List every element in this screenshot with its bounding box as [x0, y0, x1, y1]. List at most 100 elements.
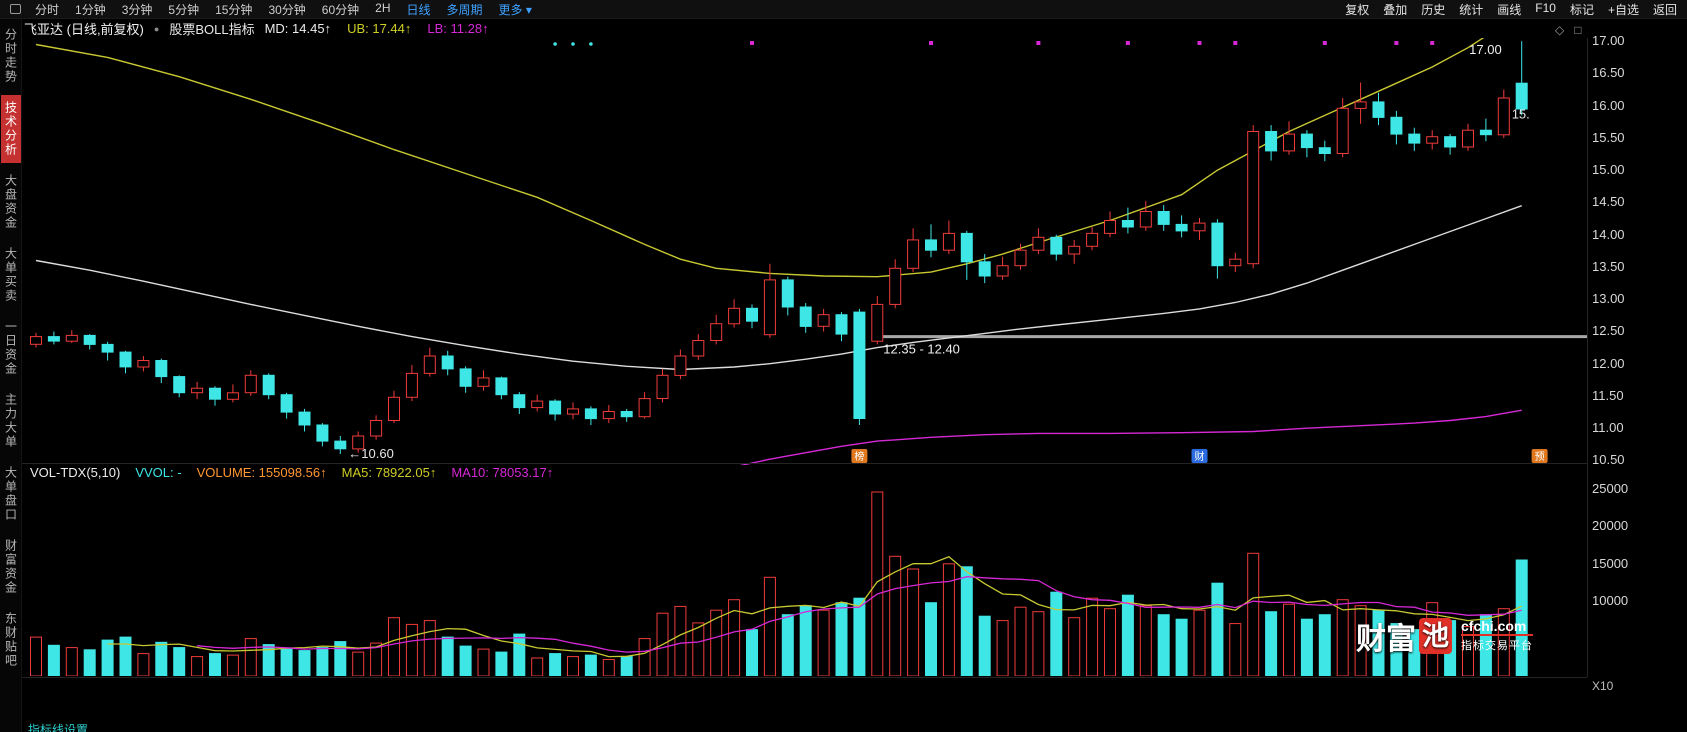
gap-price-label: 12.35 - 12.40 [883, 342, 960, 357]
event-badge[interactable] [1531, 449, 1548, 463]
indicator-name[interactable]: 股票BOLL指标 [169, 22, 255, 37]
svg-text:预: 预 [1535, 451, 1545, 463]
volume-unit-label: X10 [1592, 679, 1614, 693]
watermark-tagline: 指标交易平台 [1461, 634, 1533, 654]
period-tab[interactable]: 2H [375, 0, 391, 15]
toolbar-button[interactable]: 标记 [1569, 2, 1594, 17]
high-price-label: 17.00 [1469, 42, 1502, 57]
volume-axis-label: 10000 [1592, 593, 1629, 609]
low-price-label: ←10.60 [348, 446, 394, 461]
toolbar-button[interactable]: 叠加 [1383, 2, 1408, 17]
period-tab[interactable]: 30分钟 [268, 2, 306, 17]
signal-dot-magenta [1197, 41, 1202, 45]
price-axis-label: 10.50 [1592, 452, 1625, 468]
signal-dot-cyan [589, 42, 593, 46]
period-tab[interactable]: 3分钟 [121, 2, 153, 17]
volume-chart[interactable] [22, 482, 1587, 676]
toolbar-button[interactable]: +自选 [1607, 2, 1639, 17]
toolbar-button[interactable]: 复权 [1345, 2, 1370, 17]
window-icon[interactable] [10, 4, 21, 14]
period-tabs: 分时 1分钟 3分钟 5分钟 15分钟 30分钟 60分钟 2H 日线 多周期 更多 ▾ [35, 1, 532, 18]
price-axis-label: 17.00 [1592, 33, 1625, 49]
boll-middle-line [35, 205, 1522, 371]
signal-dot-magenta [929, 41, 933, 45]
volume-ma10-line [197, 576, 1522, 653]
plot-right-border [1587, 38, 1588, 677]
sidebar-item[interactable]: 东财贴吧 [3, 612, 18, 668]
main-candlestick-chart[interactable]: 12.35 - 12.40 ←10.60 17.00 15. 榜 财 预 [22, 38, 1587, 465]
period-tab[interactable]: 15分钟 [215, 2, 253, 17]
price-axis-label: 12.50 [1592, 323, 1625, 339]
toolbar-actions: 复权 叠加 历史 统计 画线 F10 标记 +自选 返回 [1345, 1, 1677, 18]
signal-dot-cyan [571, 42, 575, 46]
volume-header-item: MA5: 78922.05↑ [341, 465, 437, 480]
price-axis-label: 13.50 [1592, 258, 1625, 274]
sidebar-item[interactable]: 一日资金 [3, 320, 18, 376]
volume-axis-label: 25000 [1592, 481, 1629, 496]
boll-value: LB: 11.28↑ [427, 21, 489, 36]
event-badge[interactable] [1191, 449, 1208, 463]
chart-corner-icons: ◇ □ [1555, 23, 1581, 37]
period-tab[interactable]: 5分钟 [168, 2, 200, 17]
period-tab[interactable]: 日线 [406, 2, 431, 17]
sidebar-item[interactable]: 大盘资金 [3, 174, 18, 230]
boll-upper-line [35, 38, 1485, 278]
watermark-brand-text: 财富 [1356, 623, 1416, 656]
volume-header-item: VOLUME: 155098.56↑ [196, 465, 327, 480]
chart-title-bar: 飞亚达 (日线,前复权) ● 股票BOLL指标 MD: 14.45↑ UB: 17… [24, 19, 489, 38]
signal-dot-magenta [1394, 41, 1399, 45]
toolbar-button[interactable]: 历史 [1421, 2, 1446, 17]
last-price-label: 15. [1512, 107, 1530, 122]
chart-corner-icon[interactable]: ◇ [1555, 23, 1565, 37]
volume-bars [30, 491, 1528, 676]
toolbar-button[interactable]: F10 [1535, 0, 1556, 15]
volume-header-item: VOL-TDX(5,10) [30, 465, 121, 480]
price-axis: 17.00 16.50 16.00 15.50 15.00 14.50 14.00 13.50… [1592, 0, 1662, 732]
volume-baseline [22, 677, 1587, 678]
svg-text:财: 财 [1195, 450, 1205, 463]
signal-dot-magenta [1233, 41, 1238, 45]
sidebar-item[interactable]: 主力大单 [3, 393, 18, 449]
signal-dot-magenta [1125, 41, 1130, 45]
price-axis-label: 14.00 [1592, 226, 1625, 242]
watermark-brand-box: 池 [1419, 618, 1452, 654]
toolbar-button[interactable]: 统计 [1459, 2, 1484, 17]
price-axis-label: 15.00 [1592, 162, 1625, 178]
period-tab[interactable]: 60分钟 [321, 2, 360, 17]
event-badge[interactable] [851, 449, 868, 463]
boll-value: MD: 14.45↑ [264, 21, 332, 36]
toolbar-button[interactable]: 画线 [1497, 2, 1522, 17]
signal-dot-magenta [750, 41, 754, 45]
price-axis-label: 14.50 [1592, 194, 1625, 210]
boll-value: UB: 17.44↑ [347, 21, 412, 36]
period-tab[interactable]: 更多 ▾ [498, 2, 532, 17]
toolbar-button[interactable]: 返回 [1652, 2, 1677, 17]
bottom-bar-setting-link[interactable]: 指标线设置 [28, 723, 89, 732]
sidebar-item[interactable]: 大单盘口 [3, 466, 18, 522]
price-axis-label: 15.50 [1592, 129, 1625, 145]
volume-axis-label: 15000 [1592, 555, 1629, 571]
watermark-site: cfchi.com [1461, 618, 1527, 634]
price-axis-label: 16.50 [1592, 65, 1625, 81]
pane-divider [22, 463, 1587, 464]
period-toolbar: 分时 1分钟 3分钟 5分钟 15分钟 30分钟 60分钟 2H 日线 多周期 更多 ▾ [10, 1, 532, 18]
boll-lower-line [739, 409, 1522, 465]
price-axis-label: 13.00 [1592, 291, 1625, 307]
sidebar-item[interactable]: 技术分析 [0, 95, 21, 163]
period-tab[interactable]: 分时 [35, 2, 60, 17]
left-sidebar: 分时走势技术分析大盘资金大单买卖一日资金主力大单大单盘口财富资金东财贴吧 [0, 19, 22, 732]
price-axis-label: 11.50 [1592, 387, 1624, 403]
sidebar-item[interactable]: 财富资金 [3, 539, 18, 595]
chart-corner-icon[interactable]: □ [1574, 23, 1582, 37]
sidebar-item[interactable]: 分时走势 [3, 28, 18, 84]
period-tab[interactable]: 多周期 [446, 2, 483, 17]
volume-header-item: VVOL: - [135, 465, 182, 480]
sidebar-item[interactable]: 大单买卖 [3, 247, 18, 303]
price-axis-label: 16.00 [1592, 97, 1625, 113]
watermark-brand: 财富 池 [1356, 614, 1452, 658]
candlestick-series [30, 41, 1528, 454]
svg-text:榜: 榜 [854, 450, 864, 463]
period-tab[interactable]: 1分钟 [75, 2, 106, 17]
volume-axis-label: 20000 [1592, 518, 1629, 534]
watermark: 财富 池 cfchi.com 指标交易平台 [1356, 614, 1533, 658]
